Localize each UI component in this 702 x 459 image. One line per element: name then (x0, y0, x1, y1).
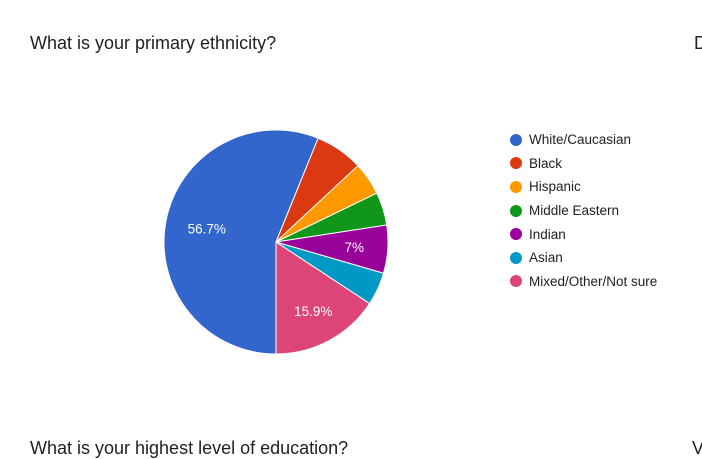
pie-slice-mixed-other-not-sure (275, 241, 371, 355)
legend-swatch (510, 133, 522, 146)
pie-slice-label: 56.7% (188, 221, 226, 236)
legend-swatch (510, 228, 522, 241)
legend-label: Middle Eastern (529, 203, 620, 219)
legend-label: Hispanic (529, 179, 581, 195)
legend-label: Black (529, 155, 563, 171)
legend-label: Mixed/Other/Not sure (529, 273, 658, 289)
legend-item: White/Caucasian (510, 128, 657, 152)
adjacent-question-title-fragment: D (694, 33, 702, 53)
legend-label: White/Caucasian (529, 132, 632, 148)
legend-item: Middle Eastern (510, 199, 657, 223)
legend-item: Asian (510, 246, 657, 270)
legend-label: Indian (529, 226, 566, 242)
next-question-title: What is your highest level of education? (30, 438, 349, 458)
legend-item: Hispanic (510, 175, 657, 199)
legend-item: Black (510, 152, 657, 176)
legend-item: Indian (510, 222, 657, 246)
legend-swatch (510, 251, 522, 264)
adjacent-question-title-fragment-2: V (692, 438, 702, 458)
legend-swatch (510, 204, 522, 217)
chart-legend: White/Caucasian Black Hispanic Middle Easte… (510, 128, 657, 293)
legend-swatch (510, 180, 522, 193)
legend-item: Mixed/Other/Not sure (510, 270, 657, 294)
legend-label: Asian (529, 250, 563, 266)
legend-swatch (510, 157, 522, 170)
pie-slice-white-caucasian (163, 129, 319, 355)
question-title: What is your primary ethnicity? (30, 33, 277, 53)
pie-slice-label: 7% (344, 240, 364, 255)
pie-slice-label: 15.9% (294, 304, 332, 319)
legend-swatch (510, 275, 522, 288)
